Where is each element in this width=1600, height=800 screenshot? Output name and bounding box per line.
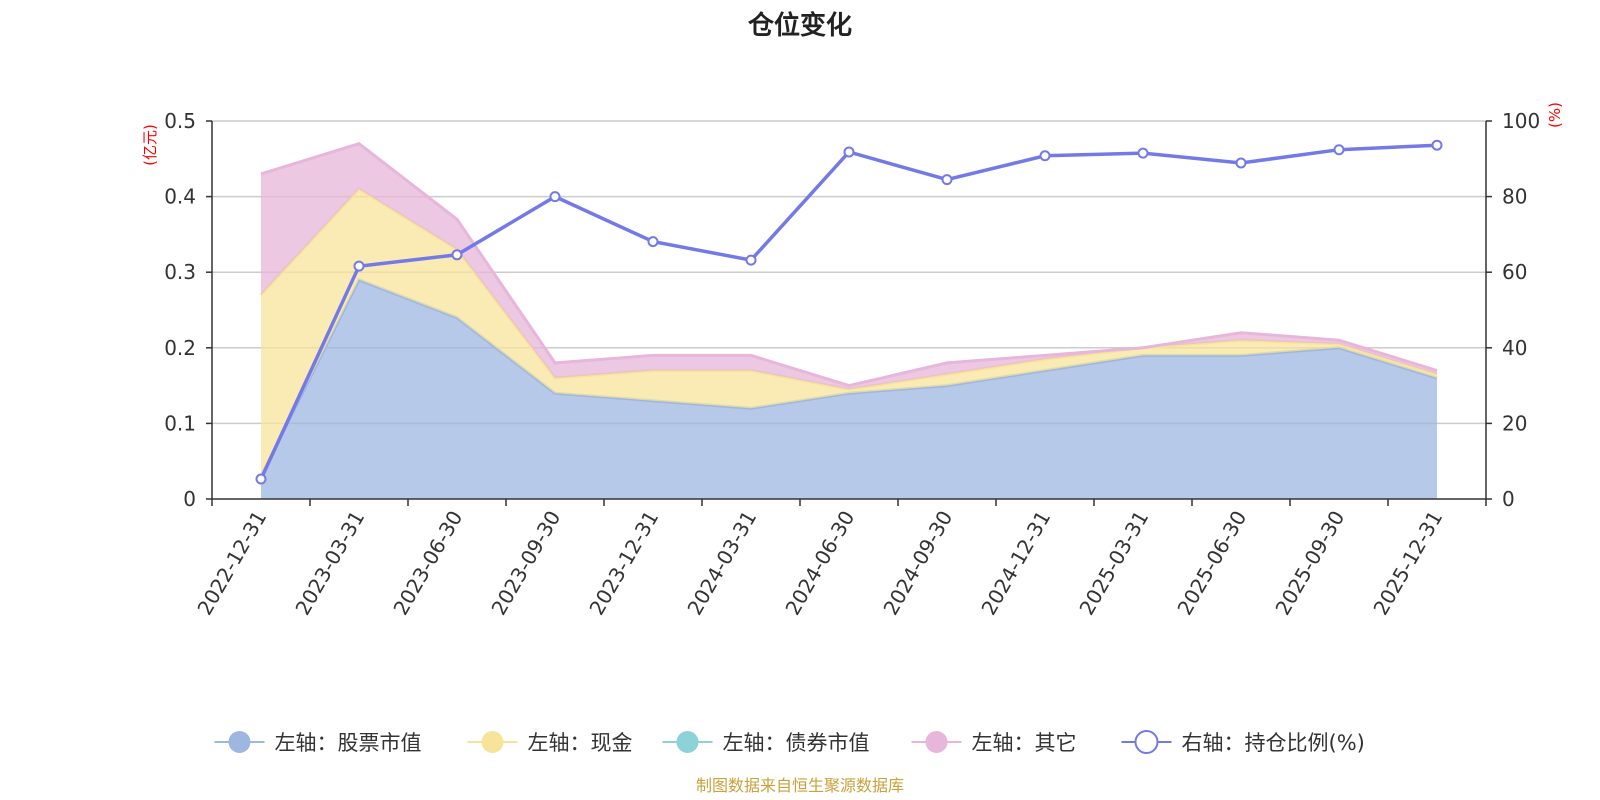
right-axis-tick-label: 40 [1502, 336, 1527, 360]
left-axis-tick-label: 0.1 [164, 411, 196, 435]
left-axis-unit: (亿元) [141, 124, 159, 166]
left-axis-tick-label: 0 [183, 487, 196, 511]
holding-ratio-point[interactable] [549, 191, 561, 203]
x-axis-tick-label: 2025-06-30 [1172, 507, 1251, 620]
holding-ratio-point[interactable] [451, 249, 463, 261]
holding-ratio-point[interactable] [647, 236, 659, 248]
legend-marker [481, 731, 504, 753]
legend-marker [925, 731, 948, 753]
legend-item[interactable]: 左轴：股票市值 [214, 731, 422, 755]
left-axis-tick-label: 0.4 [164, 185, 196, 209]
area-左轴：现金 [261, 189, 1437, 477]
holding-ratio-point[interactable] [941, 174, 953, 186]
legend-label: 左轴：债券市值 [723, 731, 870, 755]
line-series [255, 139, 1443, 485]
holding-ratio-point[interactable] [843, 146, 855, 158]
x-axis-tick-label: 2025-09-30 [1270, 507, 1349, 620]
area-左轴：股票市值 [261, 279, 1437, 499]
area-edge-左轴：其它 [260, 142, 1438, 388]
legend-marker [1134, 730, 1159, 754]
x-axis-tick-label: 2024-03-31 [682, 507, 761, 620]
x-axis-tick-label: 2023-12-31 [584, 507, 663, 620]
legend-item[interactable]: 左轴：其它 [911, 731, 1077, 755]
right-axis-tick-label: 60 [1502, 260, 1527, 284]
area-series [259, 142, 1438, 499]
legend-item[interactable]: 左轴：债券市值 [662, 731, 870, 755]
legend-label: 左轴：其它 [972, 731, 1077, 755]
data-source: 制图数据来自恒生聚源数据库 [696, 776, 904, 795]
area-左轴：其它 [261, 143, 1437, 390]
x-axis-tick-label: 2023-03-31 [290, 507, 369, 620]
holding-ratio-point[interactable] [353, 260, 365, 272]
right-axis-tick-label: 80 [1502, 185, 1527, 209]
holding-ratio-point[interactable] [1235, 157, 1247, 169]
holding-ratio-point[interactable] [1333, 144, 1345, 156]
legend-label: 右轴：持仓比例(%) [1182, 731, 1365, 755]
x-axis-tick-label: 2022-12-31 [192, 507, 271, 620]
legend-label: 左轴：股票市值 [275, 731, 422, 755]
legend-label: 左轴：现金 [528, 731, 633, 755]
right-axis-unit: (%) [1546, 102, 1564, 128]
legend-item[interactable]: 右轴：持仓比例(%) [1121, 730, 1365, 755]
legend-item[interactable]: 左轴：现金 [467, 731, 633, 755]
left-axis-tick-label: 0.5 [164, 109, 196, 133]
holding-ratio-point[interactable] [255, 473, 267, 485]
x-axis-tick-label: 2023-09-30 [486, 507, 565, 620]
x-axis-tick-label: 2025-03-31 [1074, 507, 1153, 620]
legend-marker [228, 731, 251, 753]
right-axis-tick-label: 20 [1502, 411, 1527, 435]
left-axis-tick-label: 0.2 [164, 336, 196, 360]
x-axis-tick-label: 2024-06-30 [780, 507, 859, 620]
holding-ratio-point[interactable] [1039, 150, 1051, 162]
legend[interactable]: 左轴：股票市值 左轴：现金 左轴：债券市值 左轴：其它 右轴：持仓比例(%) [214, 730, 1365, 755]
right-axis-tick-label: 100 [1502, 109, 1540, 133]
holding-ratio-point[interactable] [1137, 147, 1149, 159]
holding-ratio-point[interactable] [745, 254, 757, 266]
x-axis-tick-label: 2024-12-31 [976, 507, 1055, 620]
right-axis-tick-label: 0 [1502, 487, 1515, 511]
x-axis-tick-label: 2025-12-31 [1368, 507, 1447, 620]
x-axis-tick-label: 2023-06-30 [388, 507, 467, 620]
x-axis-tick-label: 2024-09-30 [878, 507, 957, 620]
holding-ratio-point[interactable] [1431, 139, 1443, 151]
chart-title: 仓位变化 [747, 10, 852, 41]
legend-marker [676, 731, 699, 753]
left-axis-tick-label: 0.3 [164, 260, 196, 284]
